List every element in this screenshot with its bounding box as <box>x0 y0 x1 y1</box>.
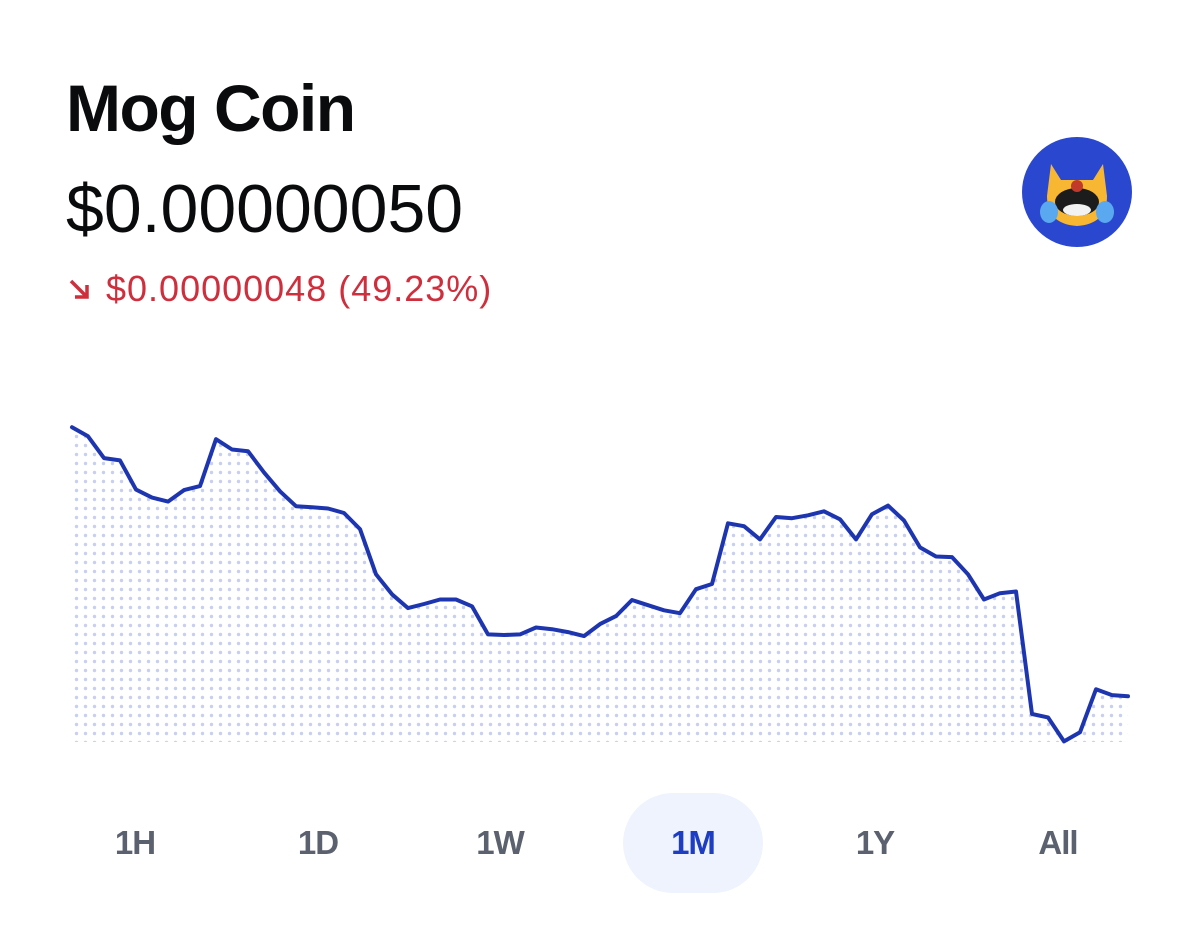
change-text: $0.00000048 (49.23%) <box>106 268 493 309</box>
time-range-tabs: 1H 1D 1W 1M 1Y All <box>0 793 1200 893</box>
down-arrow-icon <box>69 279 89 299</box>
current-price: $0.00000050 <box>66 171 464 247</box>
time-range-tab[interactable]: 1H <box>114 824 156 861</box>
area-fill <box>72 427 1128 742</box>
time-range-tab[interactable]: 1W <box>476 824 525 861</box>
price-line <box>70 425 1130 744</box>
time-range-tab[interactable]: 1D <box>297 824 339 861</box>
coin-title: Mog Coin <box>66 71 356 145</box>
coin-icon <box>1022 137 1132 247</box>
time-range-tab[interactable]: 1Y <box>855 824 895 861</box>
time-range-tab[interactable]: All <box>1038 824 1078 861</box>
price-change: $0.00000048 (49.23%) <box>66 268 492 310</box>
time-range-tab[interactable]: 1M <box>623 793 763 893</box>
